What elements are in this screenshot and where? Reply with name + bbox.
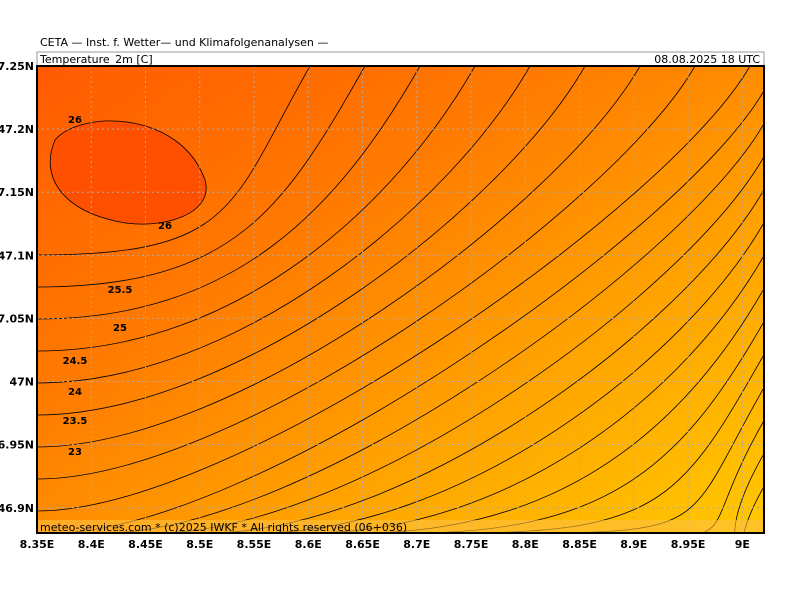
y-tick-label: 7.25N xyxy=(0,60,34,73)
x-tick-label: 8.4E xyxy=(78,538,105,551)
contour-line xyxy=(37,66,641,448)
contour-line xyxy=(616,453,764,533)
x-tick-label: 8.5E xyxy=(186,538,213,551)
x-tick-label: 8.95E xyxy=(671,538,706,551)
x-tick-label: 8.75E xyxy=(454,538,489,551)
x-tick-label: 8.7E xyxy=(403,538,430,551)
frame xyxy=(36,65,765,534)
footer-bar xyxy=(37,520,764,533)
contour-label: 25.5 xyxy=(108,285,133,296)
x-tick-label: 8.55E xyxy=(237,538,272,551)
x-tick-label: 8.85E xyxy=(562,538,597,551)
x-tick-label: 8.6E xyxy=(295,538,322,551)
x-tick-label: 8.45E xyxy=(128,538,163,551)
plot-area xyxy=(37,66,764,533)
contour-line xyxy=(37,66,696,480)
contour-label: 24 xyxy=(68,387,82,398)
variable: Temperature_2m [C] xyxy=(39,53,153,66)
x-tick-label: 8.8E xyxy=(512,538,539,551)
contour-label: 24.5 xyxy=(63,356,88,367)
contour-line xyxy=(37,66,586,416)
y-tick-label: 7.15N xyxy=(0,186,34,199)
y-tick-label: 47.1N xyxy=(0,249,34,262)
contour-label: 26 xyxy=(68,115,82,126)
contour-line xyxy=(37,66,476,352)
contour-line xyxy=(37,66,531,384)
warm-core xyxy=(49,120,207,225)
y-tick-label: 47N xyxy=(9,376,34,389)
contour-line xyxy=(155,156,764,533)
contour-label: 23 xyxy=(68,447,82,458)
x-tick-label: 8.65E xyxy=(345,538,380,551)
contour-line xyxy=(52,90,764,533)
contour-line xyxy=(37,66,311,256)
contour-line xyxy=(37,66,751,512)
contour-label: 25 xyxy=(113,323,127,334)
x-tick-label: 9E xyxy=(735,538,750,551)
contour-label: 26 xyxy=(158,221,172,232)
contour-label: 23.5 xyxy=(63,416,88,427)
y-tick-label: 47.2N xyxy=(0,123,34,136)
y-tick-label: 46.9N xyxy=(0,502,34,515)
contour-line xyxy=(37,66,366,288)
x-tick-label: 8.35E xyxy=(20,538,55,551)
contour-line xyxy=(37,66,421,320)
x-tick-label: 8.9E xyxy=(620,538,647,551)
y-tick-label: 7.05N xyxy=(0,312,34,325)
footer: meteo-services.com * (c)2025 IWKF * All … xyxy=(40,521,407,534)
valid-time: 08.08.2025 18 UTC xyxy=(654,53,760,66)
title: CETA — Inst. f. Wetter— und Klimafolgena… xyxy=(40,36,328,49)
y-tick-label: 6.95N xyxy=(0,439,34,452)
